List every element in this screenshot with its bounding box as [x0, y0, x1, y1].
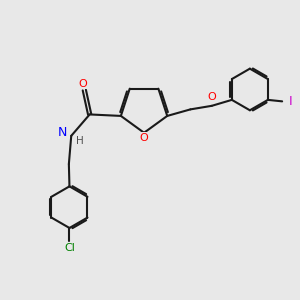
Text: O: O: [79, 79, 87, 88]
Text: O: O: [208, 92, 217, 103]
Text: H: H: [76, 136, 84, 146]
Text: Cl: Cl: [64, 243, 75, 253]
Text: N: N: [58, 126, 68, 140]
Text: I: I: [288, 95, 292, 108]
Text: O: O: [140, 133, 148, 143]
